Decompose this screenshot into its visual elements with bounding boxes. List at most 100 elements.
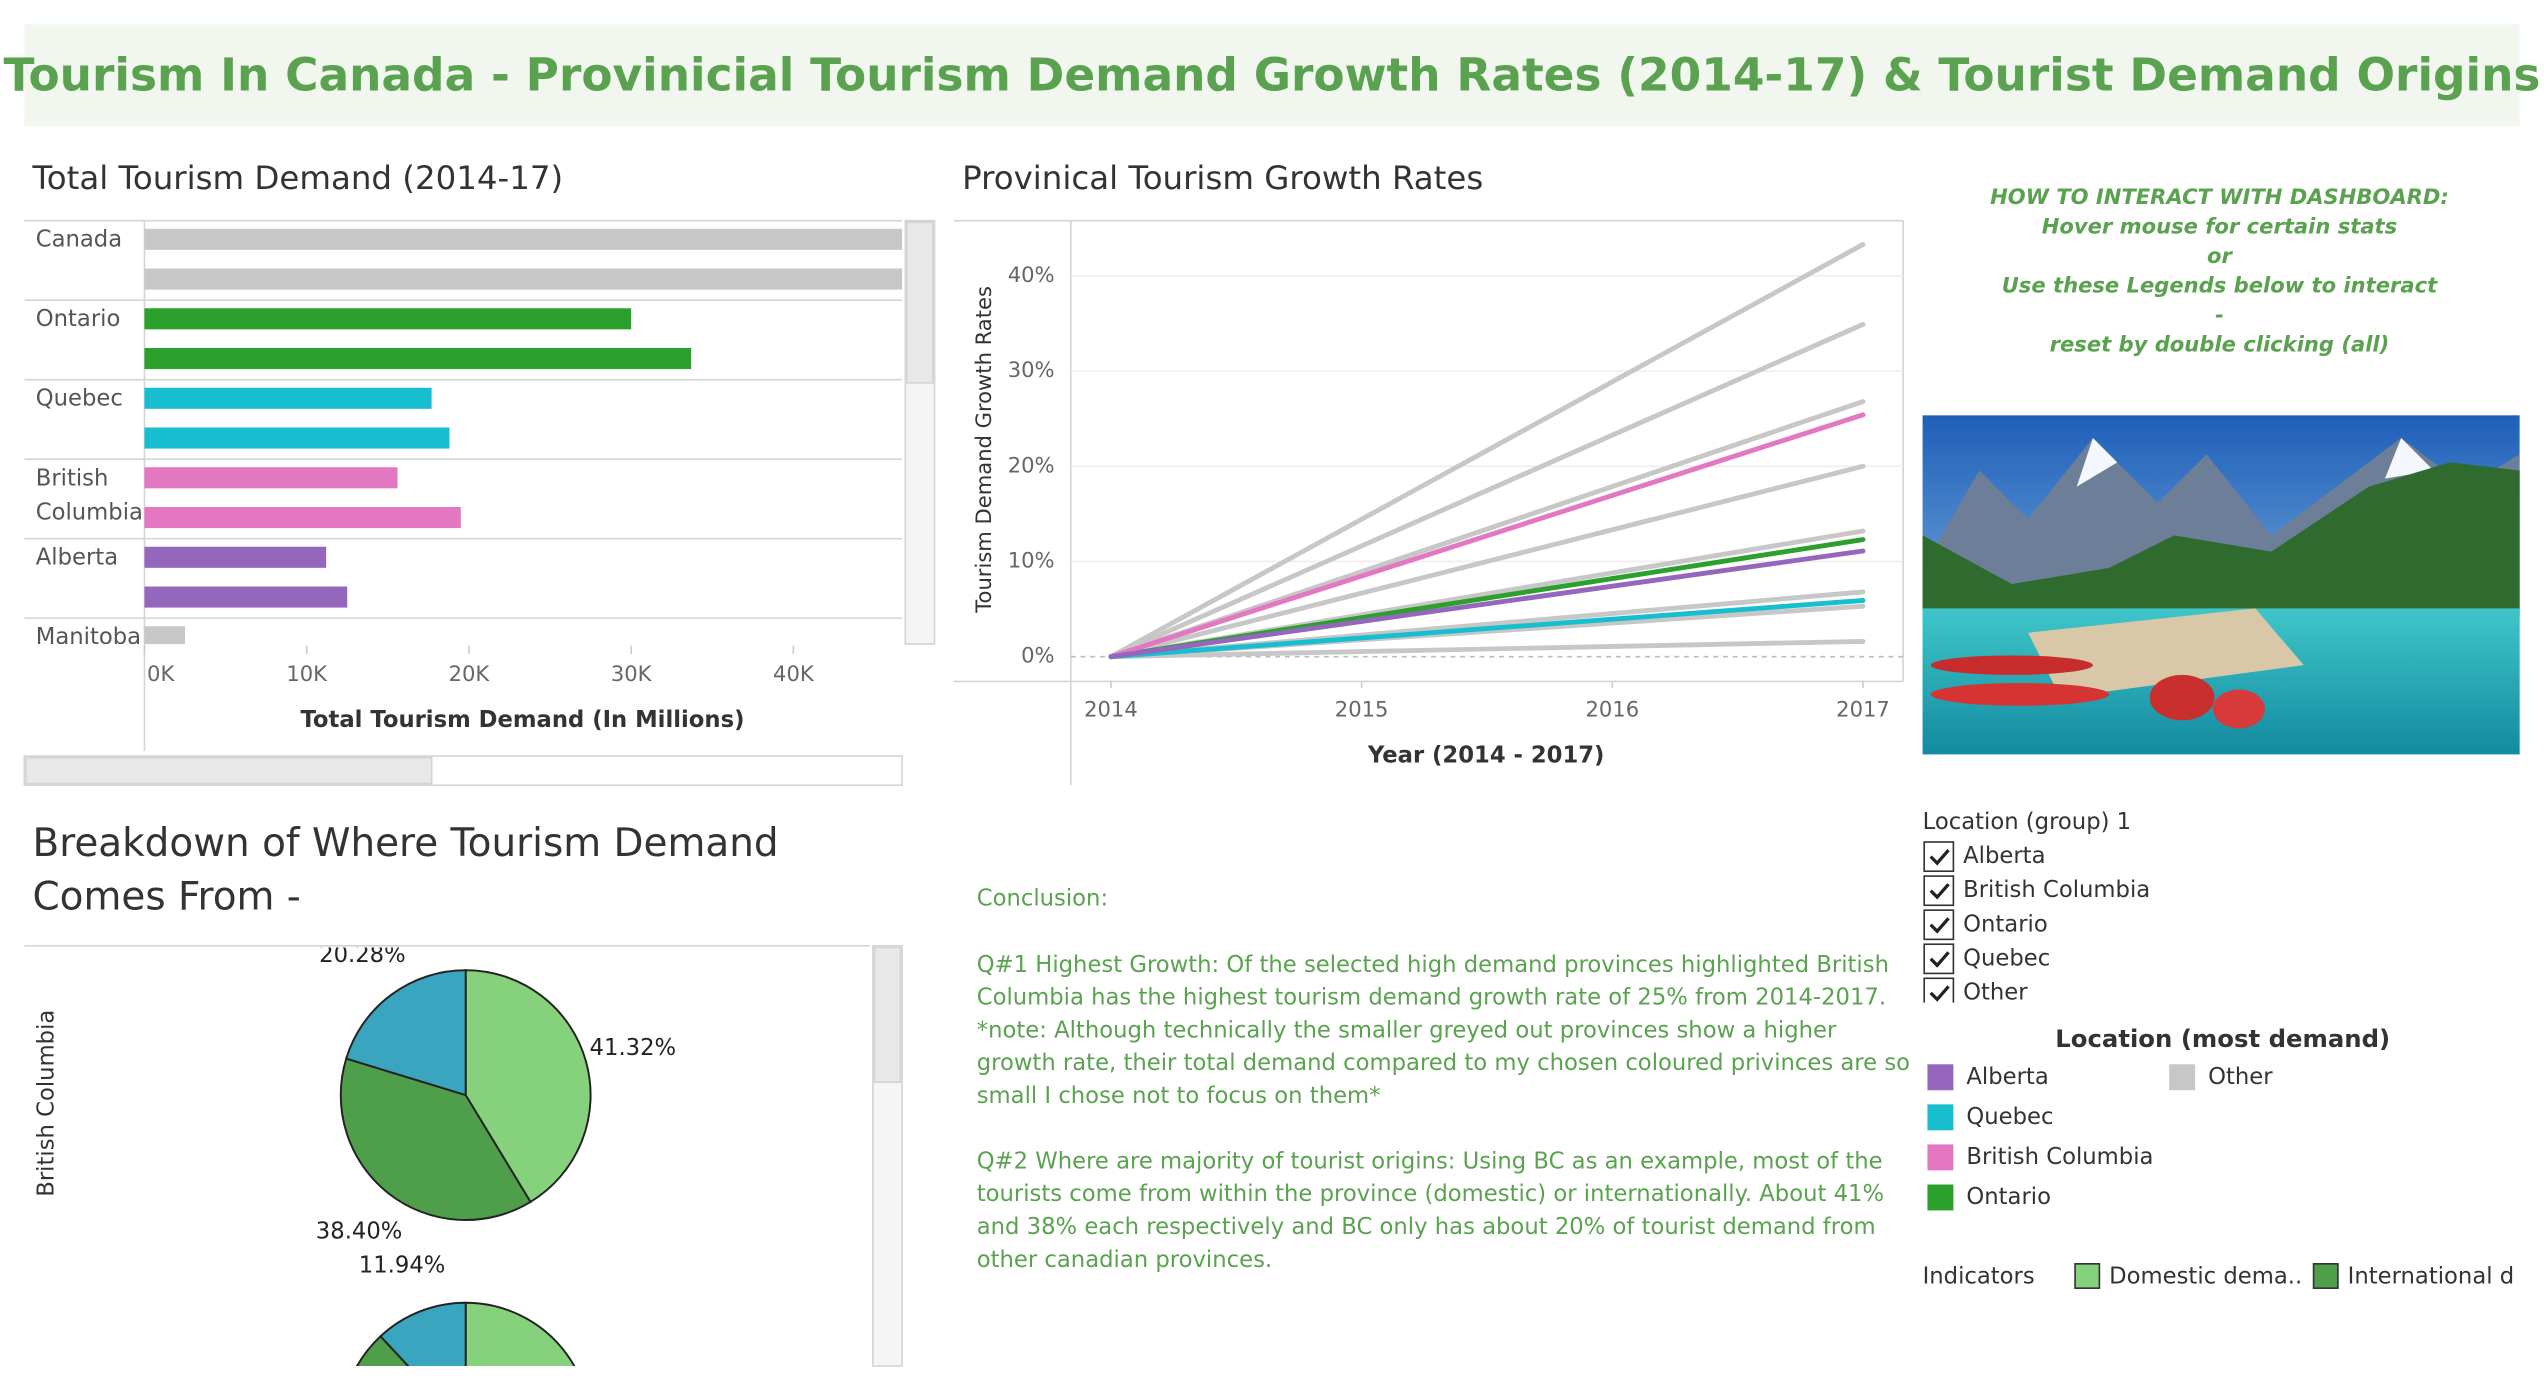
chart-title: Comes From - [33,874,301,919]
y-tick-label: 20% [1008,452,1055,477]
chart-title: Provinical Tourism Growth Rates [962,159,1483,197]
legend-label[interactable]: Alberta [1966,1064,2048,1090]
bar [144,268,903,290]
facet-label: British Columbia [34,1010,60,1197]
legend-swatch[interactable] [2312,1263,2339,1289]
bar [144,546,327,568]
conclusion-line: Q#1 Highest Growth: Of the selected high… [977,952,1889,978]
filter-item[interactable]: Quebec [1963,945,2050,971]
pie-frame [24,945,903,1367]
legend-swatch[interactable] [1927,1064,1954,1091]
legend-label[interactable]: British Columbia [1966,1144,2153,1170]
data-label: 38.40% [316,1219,403,1245]
line-frame [954,219,1904,786]
x-tick-label: 0K [147,661,175,686]
checkbox[interactable] [1923,909,1955,941]
x-axis-label: Year (2014 - 2017) [1367,743,1605,769]
bar [144,586,348,608]
series-line [1108,321,1866,660]
category-label: Ontario [36,306,121,332]
pie-slice [464,1301,576,1367]
bar [144,228,903,250]
legend-title: Indicators [1923,1263,2035,1289]
filter-list: Alberta British Columbia Ontario Quebec Othe… [1923,841,2150,1007]
chart-title: Breakdown of Where Tourism Demand [33,821,779,866]
x-axis-label: Total Tourism Demand (In Millions) [300,707,744,733]
check-mark [1929,849,1950,866]
legend-label[interactable]: International d [2348,1263,2515,1289]
instruction-line: Use these Legends below to interact [2002,273,2438,298]
header-bg [24,24,2520,127]
y-tick-label: 0% [1021,643,1054,668]
y-tick-label: 10% [1008,547,1055,572]
legend-swatch[interactable] [1927,1144,1954,1171]
checkbox[interactable] [1923,977,1955,1007]
x-tick-label: 10K [286,661,328,686]
category-label: Manitoba [36,624,141,650]
check-mark [1929,951,1950,968]
x-tick-label: 40K [773,661,815,686]
y-tick-label: 40% [1008,262,1055,287]
check-mark [1929,917,1950,934]
instruction-line: reset by double clicking (all) [2050,332,2390,357]
pie-slice [339,1057,532,1221]
legend-swatch[interactable] [2169,1064,2196,1091]
bar-frame [23,219,936,787]
category-label: British Columbia [36,465,143,525]
pie-slice [355,1334,410,1367]
pie-slice [464,969,592,1204]
filter-item[interactable]: Ontario [1963,911,2048,937]
checkbox[interactable] [1923,875,1955,907]
x-tick-label: 2016 [1585,697,1639,722]
x-tick-label: 20K [449,661,491,686]
pie-plot: British Columbia41.32%38.40%20.28%Ontari… [34,942,676,1367]
legend-swatch[interactable] [1927,1184,1954,1211]
bar [144,308,632,330]
instruction-line: Hover mouse for certain stats [2042,213,2397,238]
category-label: Canada [36,227,122,253]
series-line [1108,412,1866,660]
bar [144,506,461,529]
checkbox[interactable] [1923,841,1955,873]
conclusion-line: small I chose not to focus on them* [977,1083,1381,1109]
conclusion-line: *note: Although technically the smaller … [977,1017,1837,1043]
chart-title: Total Tourism Demand (2014-17) [32,159,564,197]
check-mark [1929,985,1950,1002]
filter-item[interactable]: Other [1963,979,2028,1005]
checkbox[interactable] [1923,943,1955,975]
bar [144,387,432,409]
y-tick-label: 30% [1008,357,1055,382]
pie-slice [379,1301,467,1367]
conclusion-line: Columbia has the highest tourism demand … [977,985,1886,1011]
legend-label[interactable]: Domestic dema.. [2109,1263,2302,1289]
data-label: 11.94% [359,1253,446,1279]
x-tick-label: 30K [611,661,653,686]
filter-item[interactable]: Alberta [1963,843,2045,869]
legend-title: Location (most demand) [2055,1024,2390,1053]
series-line [1108,598,1866,660]
conclusion-line: Q#2 Where are majority of tourist origin… [977,1148,1883,1174]
y-axis-label: Tourism Demand Growth Rates [971,286,996,614]
series-line [1108,463,1866,660]
bar [144,427,450,449]
legend-label[interactable]: Quebec [1966,1104,2053,1130]
legend-label[interactable]: Ontario [1966,1184,2051,1210]
legend-swatch[interactable] [2074,1263,2101,1289]
legend-label[interactable]: Other [2208,1064,2273,1090]
instruction-line: HOW TO INTERACT WITH DASHBOARD: [1990,184,2449,209]
legend-swatch[interactable] [1927,1104,1954,1131]
series-line [1108,548,1866,660]
filter-title: Location (group) 1 [1923,809,2132,835]
bar [144,467,398,489]
filter-item[interactable]: British Columbia [1963,877,2150,903]
check-mark [1929,883,1950,900]
conclusion-line: growth rate, their total demand compared… [977,1050,1910,1076]
series-line [1108,242,1866,660]
header-title: Tourism In Canada - Provinicial Tourism … [4,48,2541,101]
bar [144,626,186,645]
data-label: 20.28% [319,942,406,968]
category-label: Alberta [36,545,118,571]
bar [144,348,692,370]
